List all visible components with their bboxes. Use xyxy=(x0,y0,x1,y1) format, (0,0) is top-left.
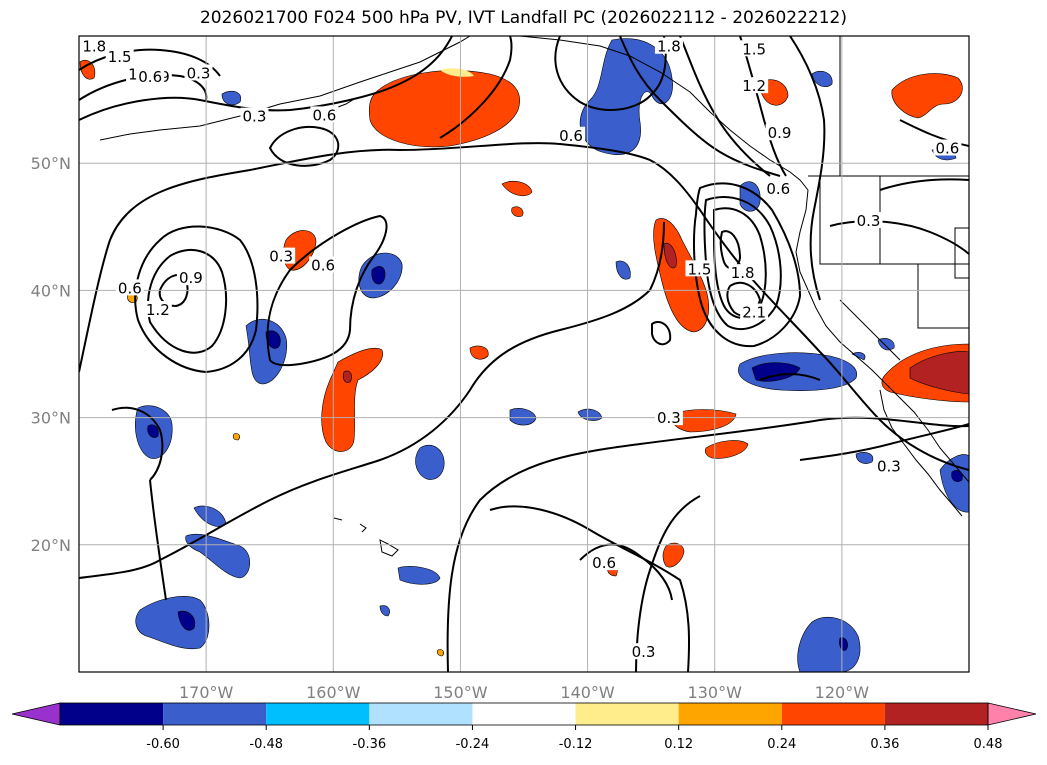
contour-label-background xyxy=(143,301,172,318)
map-frame xyxy=(78,35,970,673)
contour-label-background xyxy=(764,180,793,197)
contour-label-background xyxy=(267,247,296,264)
contour-label: 0.6 xyxy=(592,554,616,572)
contour-label-background xyxy=(740,77,769,94)
colorbar-extend-low xyxy=(11,702,61,726)
contour-label-background xyxy=(629,643,658,660)
contour-label-background xyxy=(105,47,134,64)
contour-label: 1.8 xyxy=(731,264,755,282)
contour-label-background xyxy=(654,37,683,54)
contour-label: 0.3 xyxy=(187,64,211,82)
contour-label-background xyxy=(728,264,757,281)
contour-label: 0.6 xyxy=(935,139,959,157)
longitude-tick-label: 170°W xyxy=(179,683,234,702)
contour-label-background xyxy=(176,269,205,286)
contour-label: 0.6 xyxy=(312,106,336,124)
contour-label-background xyxy=(590,554,619,571)
contour-label: 1.2 xyxy=(742,77,766,95)
contour-label: 1.5 xyxy=(688,260,712,278)
contour-label: 1.8 xyxy=(82,38,106,56)
colorbar-tick-label: 0.12 xyxy=(664,737,693,752)
contour-label-background xyxy=(309,256,338,273)
contour-label: 1.8 xyxy=(657,38,681,56)
contour-label: 2.1 xyxy=(742,304,766,322)
contour-label-background xyxy=(740,303,769,320)
latitude-tick-label: 40°N xyxy=(31,281,71,300)
latitude-tick-label: 30°N xyxy=(31,409,71,428)
contour-label: 0.9 xyxy=(768,124,792,142)
longitude-tick-label: 150°W xyxy=(433,683,488,702)
contour-label: 0.6 xyxy=(311,257,335,275)
contour-label-background xyxy=(874,457,903,474)
contour-label: 0.6 xyxy=(118,279,142,297)
contour-label-background xyxy=(740,40,769,57)
contour-label: 1.2 xyxy=(146,301,170,319)
latitude-tick-label: 20°N xyxy=(31,536,71,555)
colorbar-frame xyxy=(59,702,989,726)
contour-label: 0.3 xyxy=(632,643,656,661)
colorbar-segment xyxy=(472,703,576,725)
contour-label: 0.6 xyxy=(766,180,790,198)
colorbar-segment xyxy=(266,703,370,725)
longitude-tick-label: 120°W xyxy=(815,683,870,702)
contour-label-background xyxy=(654,409,683,426)
contour-label: 0.6 xyxy=(559,127,583,145)
coastlines xyxy=(99,36,969,557)
contour-label-background xyxy=(557,126,586,143)
colorbar-tick-label: -0.36 xyxy=(353,737,387,752)
colorbar-tick-label: 0.24 xyxy=(767,737,796,752)
contour-label: 1.5 xyxy=(108,48,132,66)
contour-label-background xyxy=(765,124,794,141)
colorbar-segment xyxy=(60,703,164,725)
map-title: 2026021700 F024 500 hPa PV, IVT Landfall… xyxy=(199,8,847,28)
negative-pv-anomaly xyxy=(135,38,969,672)
colorbar-tick-label: -0.60 xyxy=(146,737,180,752)
colorbar-segment xyxy=(781,703,885,725)
contour-label: 0.3 xyxy=(269,248,293,266)
contour-label: 0.3 xyxy=(243,108,267,126)
contour-label: 0.3 xyxy=(857,212,881,230)
colorbar-segment xyxy=(575,703,679,725)
graticule xyxy=(79,36,969,672)
latitude-labels: 20°N 30°N 40°N 50°N xyxy=(31,154,71,555)
longitude-tick-label: 140°W xyxy=(560,683,615,702)
contour-label-background xyxy=(184,64,213,81)
contour-label-background xyxy=(115,279,144,296)
colorbar: -0.60 -0.48 -0.36 -0.24 -0.12 0.12 0.24 0.36 0.4… xyxy=(11,702,1037,752)
contour-label: 0.6 xyxy=(138,68,162,86)
colorbar-extend-high xyxy=(987,702,1037,726)
longitude-tick-label: 160°W xyxy=(306,683,361,702)
colorbar-segment xyxy=(884,703,988,725)
colorbar-segment xyxy=(163,703,267,725)
contour-label: 1.5 xyxy=(742,40,766,58)
contour-label: 0.3 xyxy=(657,409,681,427)
contour-label-background xyxy=(310,106,339,123)
colorbar-tick-label: -0.24 xyxy=(456,737,490,752)
latitude-tick-label: 50°N xyxy=(31,154,71,173)
contour-labels: 1.81.51.20.90.60.30.30.60.61.81.51.20.90… xyxy=(80,37,962,661)
colorbar-tick-label: 0.36 xyxy=(870,737,899,752)
contour-label-background xyxy=(685,260,714,277)
positive-pv-anomaly xyxy=(79,59,969,657)
contour-label-background xyxy=(80,37,109,54)
contour-label: 0.3 xyxy=(877,457,901,475)
colorbar-segment xyxy=(678,703,782,725)
colorbar-tick-label: 0.48 xyxy=(974,737,1003,752)
contour-label-background xyxy=(136,68,165,85)
longitude-tick-label: 130°W xyxy=(688,683,743,702)
contour-label-background xyxy=(240,107,269,124)
contour-label: 0.9 xyxy=(179,269,203,287)
colorbar-segment xyxy=(369,703,473,725)
pv-contours xyxy=(79,36,969,672)
contour-label-background xyxy=(854,211,883,228)
contour-label-background xyxy=(933,139,962,156)
colorbar-tick-label: -0.48 xyxy=(249,737,283,752)
longitude-labels: 170°W 160°W 150°W 140°W 130°W 120°W xyxy=(179,683,869,702)
colorbar-tick-label: -0.12 xyxy=(559,737,593,752)
